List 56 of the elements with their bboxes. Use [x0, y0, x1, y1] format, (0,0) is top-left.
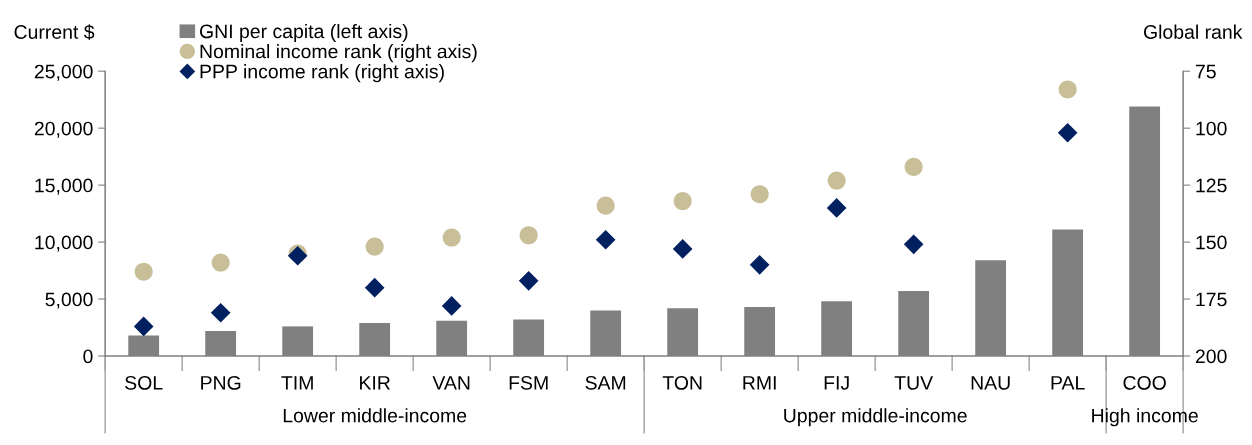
y2-tick-label: 150	[1196, 235, 1227, 250]
point	[1057, 122, 1078, 143]
text: Lower middle-income	[283, 408, 467, 423]
y2-tick-label: 200	[1195, 349, 1227, 364]
point	[596, 196, 615, 215]
legend-label: Nominal income rank (right axis)	[200, 44, 477, 63]
x-tick-label: NAU	[971, 376, 1010, 390]
y2-axis-title: Global rank	[1143, 24, 1243, 39]
point	[364, 277, 385, 298]
x-tick-label: KIR	[360, 376, 390, 390]
y2-tick-label: 75	[1195, 64, 1216, 79]
point	[826, 198, 847, 218]
text: High income	[1092, 408, 1198, 427]
point	[441, 296, 462, 316]
x-tick-label: SOL	[125, 375, 163, 390]
x-tick-label: RMI	[743, 376, 776, 390]
point	[827, 171, 846, 190]
legend-label: GNI per capita (left axis)	[199, 23, 408, 43]
y-tick-label: 15,000	[35, 178, 93, 195]
y-axis-title: Current $	[14, 24, 95, 41]
point	[672, 239, 693, 259]
point	[673, 192, 692, 211]
x-tick-label: FSM	[509, 375, 548, 390]
point	[903, 234, 924, 255]
x-tick-label: PNG	[201, 375, 241, 390]
point	[518, 270, 539, 291]
point	[1058, 80, 1077, 99]
point	[133, 316, 154, 337]
x-tick-label: TON	[662, 375, 702, 390]
y-tick-label: 25,000	[34, 64, 93, 81]
y2-tick-label: 125	[1196, 178, 1227, 193]
x-tick-label: PAL	[1051, 376, 1085, 390]
x-tick-label: SAM	[585, 375, 626, 390]
x-tick-label: FIJ	[824, 376, 849, 390]
y-tick-label: 10,000	[35, 235, 93, 252]
y-tick-label: 20,000	[34, 121, 93, 138]
point	[904, 157, 923, 176]
point	[595, 229, 616, 250]
point	[749, 255, 770, 275]
x-tick-label: COO	[1123, 375, 1166, 390]
point	[750, 185, 769, 204]
legend-label: PPP income rank (right axis)	[200, 64, 444, 83]
y-tick-label: 5,000	[45, 292, 93, 309]
point	[519, 226, 538, 245]
x-tick-label: TIM	[281, 376, 313, 390]
y-tick-label: 0	[83, 349, 93, 364]
y2-tick-label: 100	[1196, 121, 1227, 136]
point	[210, 302, 231, 323]
text: Upper middle-income	[784, 408, 967, 427]
y2-tick-label: 175	[1196, 292, 1227, 307]
point	[134, 262, 153, 281]
point	[442, 228, 461, 247]
point	[365, 237, 384, 256]
point	[211, 253, 230, 272]
x-tick-label: TUV	[894, 376, 934, 390]
x-tick-label: VAN	[432, 376, 470, 390]
